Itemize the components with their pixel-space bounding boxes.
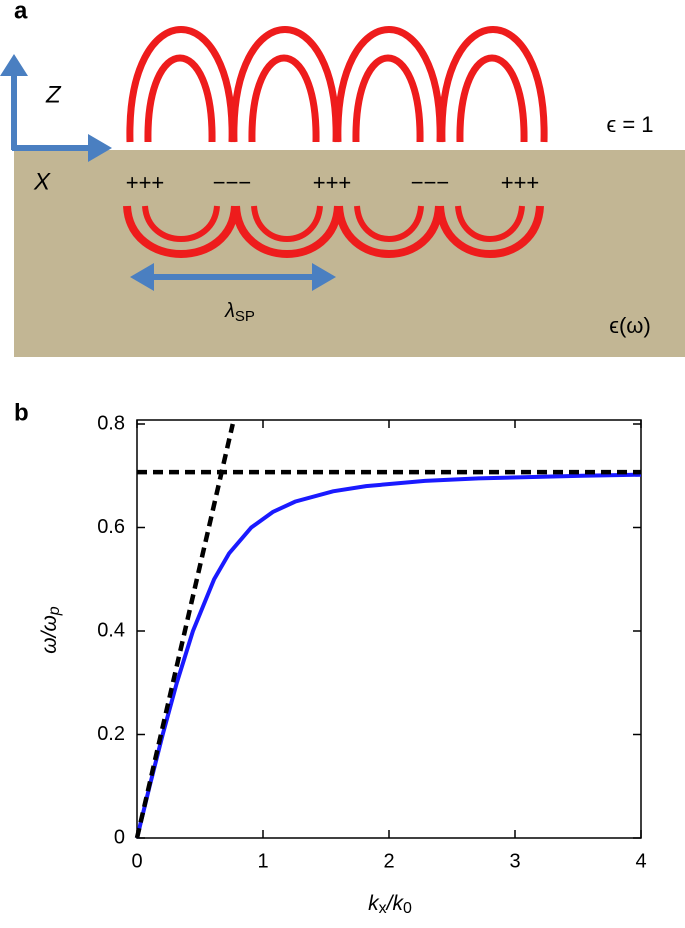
charge: −−−	[213, 170, 252, 195]
y-title-sub: p	[46, 606, 63, 616]
x-tick-label: 0	[131, 850, 142, 872]
x-axis-label: X	[33, 168, 51, 195]
x-tick-label: 1	[257, 850, 268, 872]
asymptote-line	[134, 423, 235, 839]
y-axis-title: ω/ωp	[38, 606, 64, 654]
x-title-k0: /k	[385, 892, 405, 915]
wavelength-label: λSP	[224, 300, 255, 325]
y-title-main: ω/ω	[38, 615, 61, 654]
charge: +++	[126, 170, 165, 195]
x-title-k: k	[368, 892, 380, 915]
charge: +++	[313, 170, 352, 195]
y-tick-label: 0.6	[97, 516, 125, 538]
panel-label: b	[14, 399, 29, 426]
y-tick-label: 0.2	[97, 723, 125, 745]
metal-label: ϵ(ω)	[609, 313, 651, 338]
y-tick-label: 0.4	[97, 619, 125, 641]
x-title-sub: x	[379, 900, 387, 917]
x-tick-label: 2	[383, 850, 394, 872]
wavelength-symbol: λ	[224, 300, 235, 322]
field-lines	[126, 26, 548, 143]
y-tick-label: 0.8	[97, 412, 125, 434]
field-lines-metal	[123, 205, 544, 258]
panel-label: a	[14, 0, 28, 24]
y-tick-label: 0	[114, 826, 125, 848]
dispersion-curve	[135, 472, 642, 839]
z-axis-label: Z	[45, 81, 62, 108]
axes-arrows	[0, 54, 336, 291]
plot: 0 0.2 0.4 0.6 0.8 0 1 2 3 4	[97, 412, 646, 872]
x-tick-label: 3	[509, 850, 520, 872]
metal-region	[14, 150, 685, 357]
dielectric-label: ϵ = 1	[606, 112, 653, 137]
charge: −−−	[411, 170, 450, 195]
x-tick-label: 4	[635, 850, 646, 872]
charge: +++	[501, 170, 540, 195]
x-title-sub0: 0	[403, 900, 412, 917]
x-axis-title: kx/k0	[368, 892, 412, 918]
wavelength-subscript: SP	[235, 308, 255, 325]
